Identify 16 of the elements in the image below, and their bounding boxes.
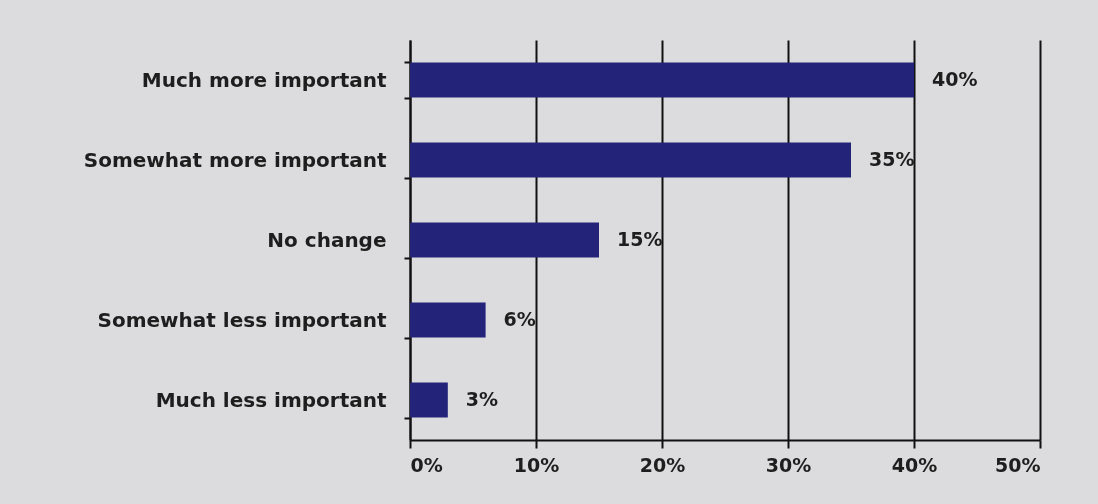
data-label: 35% — [869, 148, 915, 170]
x-tick-label: 0% — [410, 453, 443, 476]
data-label: 40% — [932, 68, 978, 90]
data-label: 3% — [465, 388, 499, 410]
y-tick-label: No change — [267, 227, 387, 252]
y-tick-label: Much more important — [141, 67, 387, 92]
y-tick-label: Somewhat more important — [83, 147, 387, 172]
x-tick-label: 40% — [891, 453, 938, 476]
x-tick-label: 20% — [639, 453, 686, 476]
x-tick-label: 50% — [995, 453, 1041, 476]
data-label: 6% — [503, 308, 536, 330]
y-tick-label: Much less important — [155, 387, 387, 412]
y-tick-label: Somewhat less important — [97, 307, 387, 332]
x-tick-label: 10% — [513, 453, 560, 476]
data-label: 15% — [617, 228, 663, 250]
x-tick-label: 30% — [765, 453, 812, 476]
